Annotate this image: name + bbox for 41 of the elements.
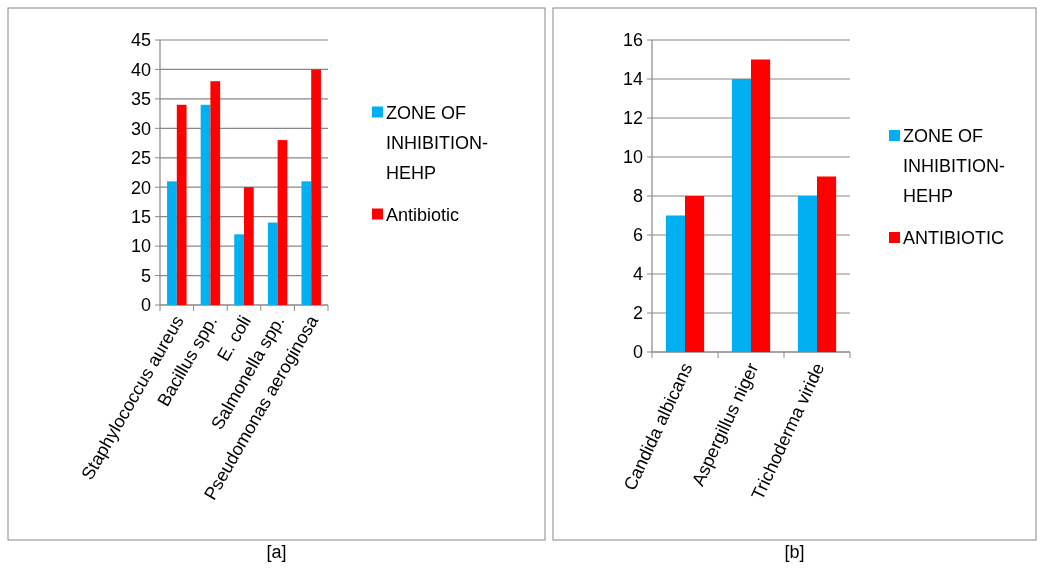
- bar: [167, 181, 177, 305]
- y-tick-label: 0: [140, 295, 151, 316]
- y-tick-label: 10: [130, 236, 151, 257]
- legend-label: ANTIBIOTIC: [903, 228, 1005, 249]
- bar: [731, 79, 751, 352]
- text: [a]: [266, 542, 287, 562]
- y-tick-label: 12: [622, 108, 643, 129]
- bar: [797, 196, 817, 352]
- y-tick-label: 0: [632, 342, 643, 363]
- bar: [234, 234, 244, 305]
- y-tick-label: 15: [130, 206, 151, 227]
- bar: [200, 104, 211, 305]
- bar: [176, 104, 187, 305]
- y-tick-label: 35: [130, 89, 151, 110]
- y-tick-label: 16: [622, 30, 643, 51]
- text: [b]: [784, 542, 805, 562]
- bar: [301, 181, 312, 305]
- bar: [244, 187, 254, 305]
- bar: [665, 215, 685, 352]
- y-tick-label: 30: [130, 118, 151, 139]
- bar: [210, 81, 221, 305]
- y-tick-label: 25: [130, 148, 151, 169]
- y-tick-label: 10: [622, 147, 643, 168]
- y-tick-label: 14: [622, 69, 643, 90]
- y-tick-label: 8: [632, 186, 643, 207]
- y-tick-label: 5: [140, 265, 151, 286]
- y-tick-label: 20: [130, 177, 151, 198]
- bar: [751, 59, 771, 352]
- y-tick-label: 40: [130, 59, 151, 80]
- bar: [277, 140, 288, 305]
- legend-label: ZONE OF INHIBITION-HEHP: [386, 102, 488, 183]
- y-tick-label: 4: [632, 264, 643, 285]
- y-tick-label: 45: [130, 30, 151, 51]
- y-tick-label: 2: [632, 303, 643, 324]
- bar: [267, 222, 278, 305]
- legend-label: ZONE OF INHIBITION-HEHP: [903, 126, 1005, 207]
- bar: [685, 196, 705, 352]
- bar: [311, 69, 321, 305]
- y-tick-label: 6: [632, 225, 643, 246]
- legend-label: Antibiotic: [386, 204, 460, 225]
- bar: [817, 176, 837, 352]
